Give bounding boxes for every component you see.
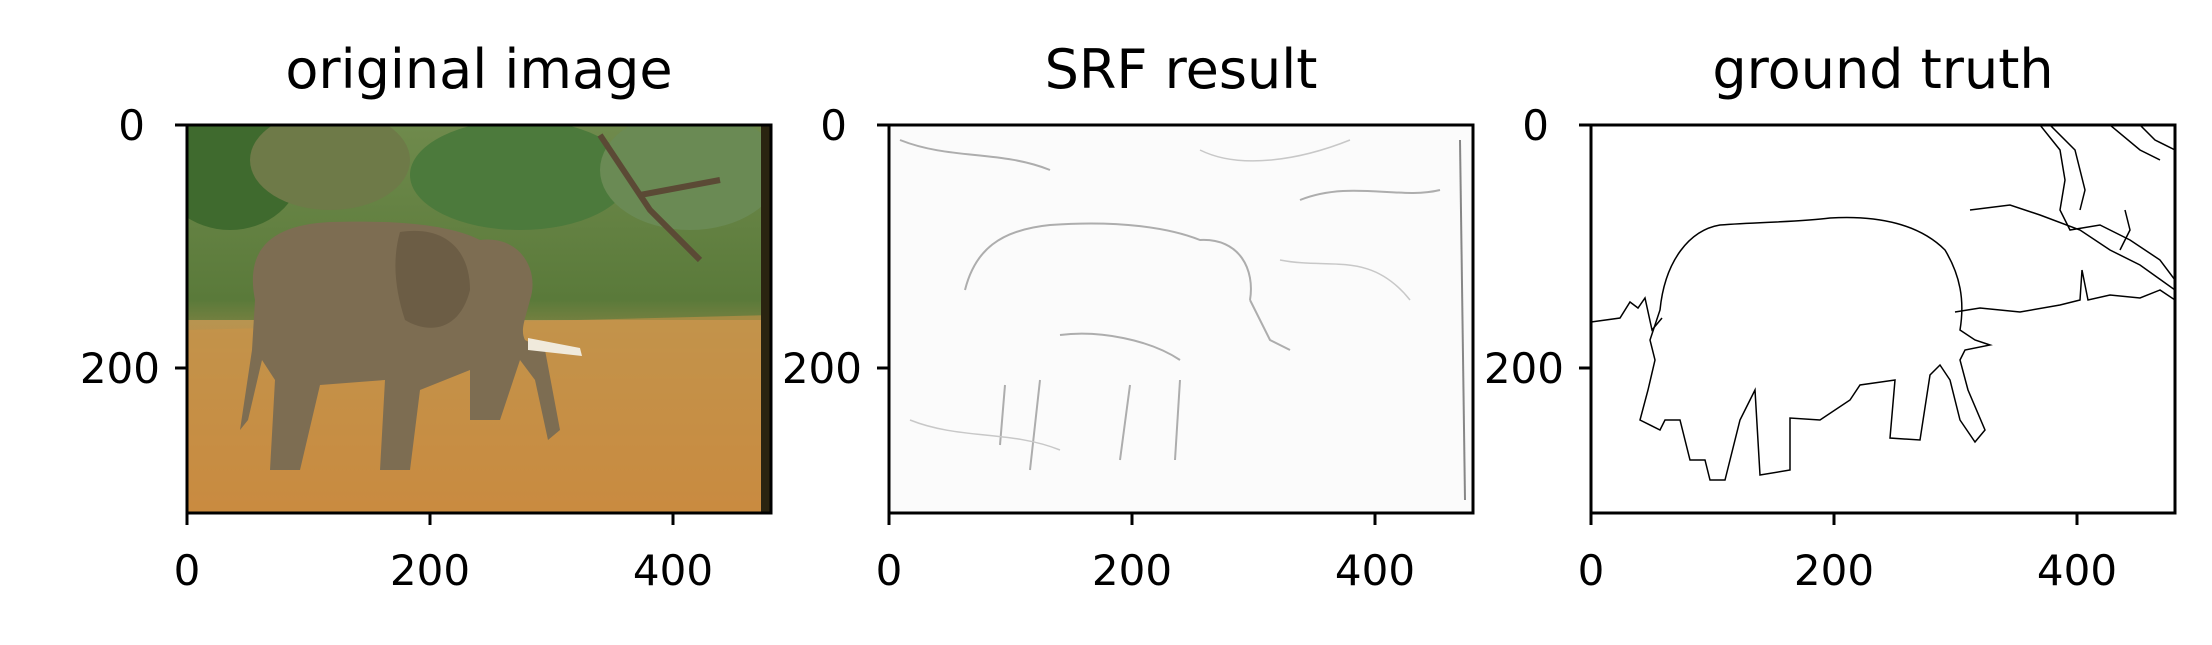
x-tick-label: 0 [174,546,201,595]
x-tick-label: 400 [1335,546,1415,595]
panel-title: ground truth [1712,38,2053,101]
x-tick-label: 200 [1794,546,1874,595]
x-tick-label: 0 [1578,546,1605,595]
y-tick-label: 0 [118,101,145,150]
panel-title: original image [285,38,672,101]
original-image [187,125,771,513]
y-tick-label: 200 [1484,344,1564,393]
panel-ground-truth: ground truth 0 200 [1484,38,2177,595]
y-tick-label: 0 [820,101,847,150]
panel-title: SRF result [1045,38,1318,101]
y-tick-label: 200 [782,344,862,393]
ground-truth-contours [1591,125,2175,513]
x-tick-label: 400 [633,546,713,595]
x-tick-label: 0 [876,546,903,595]
x-tick-label: 200 [1092,546,1172,595]
x-tick-label: 200 [390,546,470,595]
y-tick-label: 0 [1522,101,1549,150]
x-tick-label: 400 [2037,546,2117,595]
panel-original-image: original image [80,38,773,595]
srf-edge-map [889,125,1473,513]
panel-srf-result: SRF result 0 200 400 [782,38,1475,595]
y-tick-label: 200 [80,344,160,393]
